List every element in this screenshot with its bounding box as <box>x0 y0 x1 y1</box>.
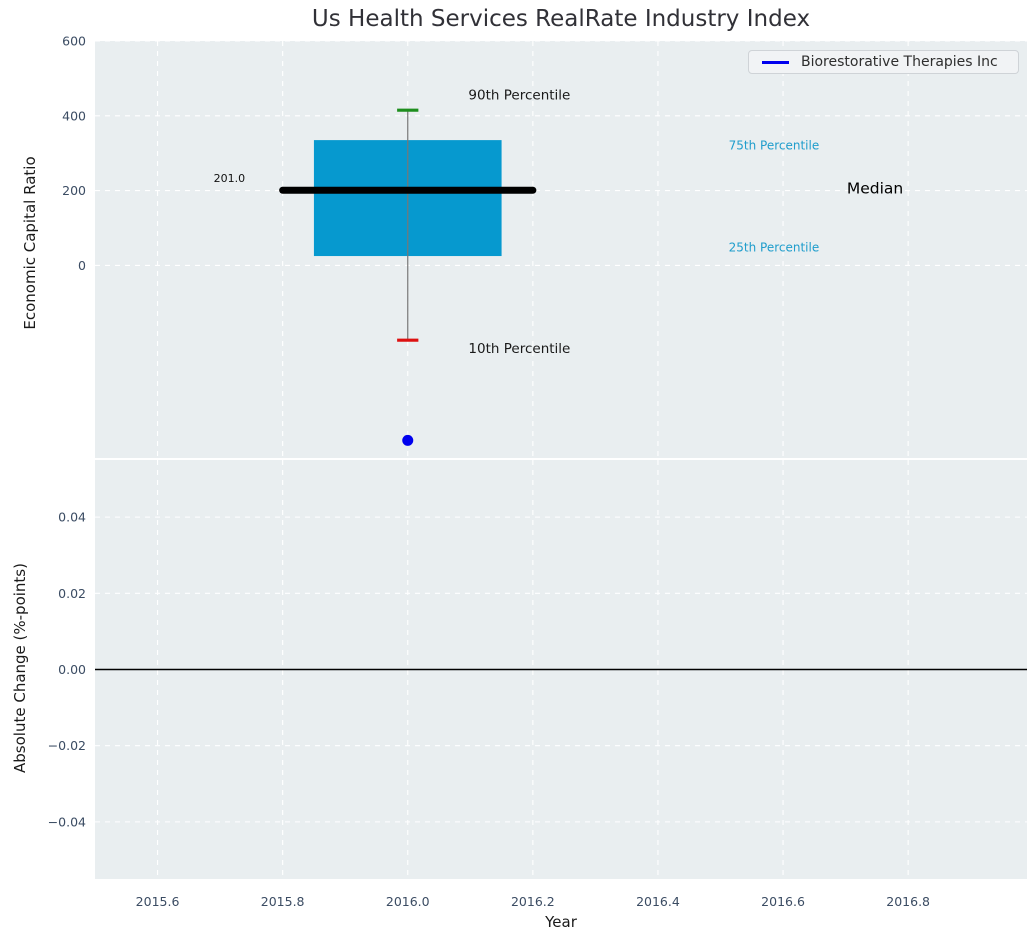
y-tick-label-bottom: −0.04 <box>48 814 86 829</box>
y-tick-label-top: 600 <box>62 34 86 49</box>
y-tick-label-top: 400 <box>62 108 86 123</box>
x-tick-label: 2016.0 <box>386 894 430 909</box>
y-tick-label-bottom: 0.04 <box>58 510 86 525</box>
legend: Biorestorative Therapies Inc <box>748 50 1019 74</box>
y-tick-label-top: 0 <box>78 258 86 273</box>
annotation: 90th Percentile <box>468 88 570 104</box>
annotation: 75th Percentile <box>729 138 820 152</box>
annotation: 10th Percentile <box>468 341 570 357</box>
x-axis-label: Year <box>545 913 577 931</box>
annotation: Median <box>847 180 903 198</box>
annotation: 201.0 <box>214 172 246 185</box>
chart-title: Us Health Services RealRate Industry Ind… <box>311 6 811 32</box>
legend-line-swatch <box>762 60 789 64</box>
y-axis-label-bottom: Absolute Change (%-points) <box>11 563 29 773</box>
y-tick-label-bottom: 0.00 <box>58 662 86 677</box>
x-tick-label: 2016.4 <box>636 894 680 909</box>
y-tick-label-bottom: 0.02 <box>58 586 86 601</box>
x-tick-label: 2016.6 <box>761 894 805 909</box>
annotation: 25th Percentile <box>729 240 820 254</box>
y-tick-label-top: 200 <box>62 183 86 198</box>
data-point <box>402 434 414 446</box>
x-tick-label: 2016.2 <box>511 894 555 909</box>
x-tick-label: 2016.8 <box>886 894 930 909</box>
legend-label: Biorestorative Therapies Inc <box>801 54 998 70</box>
x-tick-label: 2015.6 <box>136 894 180 909</box>
top-axes-background <box>95 41 1027 458</box>
x-tick-label: 2015.8 <box>261 894 305 909</box>
y-axis-label-top: Economic Capital Ratio <box>21 156 39 330</box>
y-tick-label-bottom: −0.02 <box>48 738 86 753</box>
